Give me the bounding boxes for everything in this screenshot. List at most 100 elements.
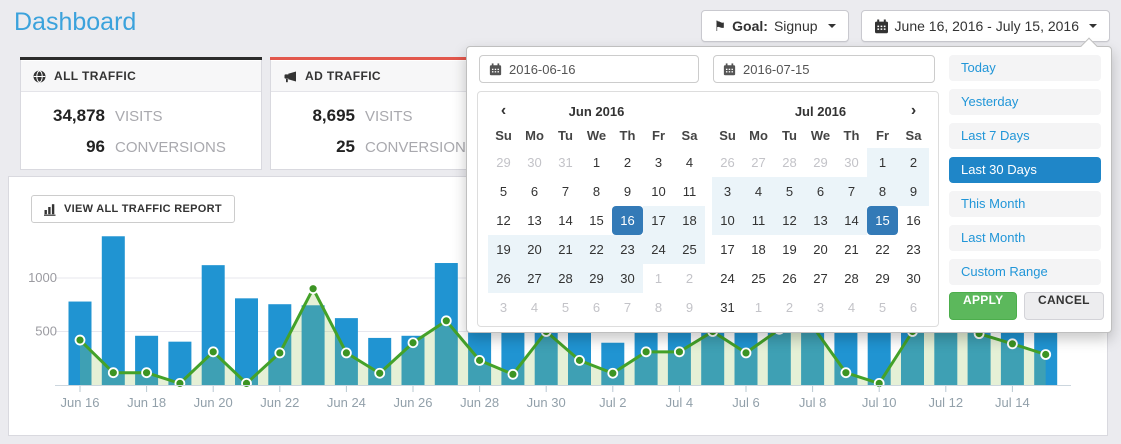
calendar-day[interactable]: 29 — [581, 264, 612, 293]
calendar-day[interactable]: 26 — [782, 271, 797, 286]
calendar-day[interactable]: 7 — [623, 300, 632, 315]
calendar-day[interactable]: 31 — [720, 300, 735, 315]
calendar-day[interactable]: 5 — [561, 300, 570, 315]
calendar-day[interactable]: 3 — [654, 155, 663, 170]
calendar-day[interactable]: 18 — [674, 206, 705, 235]
range-option-this-month[interactable]: This Month — [949, 191, 1101, 217]
calendar-day[interactable]: 14 — [836, 206, 867, 235]
calendar-day[interactable]: 30 — [906, 271, 921, 286]
calendar-day[interactable]: 30 — [844, 155, 859, 170]
calendar-day[interactable]: 4 — [685, 155, 694, 170]
calendar-day[interactable]: 27 — [519, 264, 550, 293]
calendar-day[interactable]: 26 — [488, 264, 519, 293]
calendar-day[interactable]: 11 — [743, 206, 774, 235]
calendar-day[interactable]: 30 — [612, 264, 643, 293]
calendar-day[interactable]: 22 — [581, 235, 612, 264]
calendar-day[interactable]: 3 — [816, 300, 825, 315]
calendar-day[interactable]: 7 — [561, 184, 570, 199]
calendar-day[interactable]: 29 — [813, 155, 828, 170]
calendar-day[interactable]: 9 — [685, 300, 694, 315]
calendar-day[interactable]: 6 — [530, 184, 539, 199]
calendar-day[interactable]: 3 — [499, 300, 508, 315]
calendar-day[interactable]: 5 — [499, 184, 508, 199]
calendar-day[interactable]: 23 — [906, 242, 921, 257]
calendar-day[interactable]: 1 — [754, 300, 763, 315]
calendar-day[interactable]: 1 — [654, 271, 663, 286]
calendar-day[interactable]: 19 — [782, 242, 797, 257]
calendar-day[interactable]: 18 — [751, 242, 766, 257]
calendar-day[interactable]: 25 — [751, 271, 766, 286]
range-option-last-30-days[interactable]: Last 30 Days — [949, 157, 1101, 183]
chevron-left-icon[interactable]: ‹ — [500, 102, 507, 119]
calendar-day[interactable]: 15 — [589, 213, 604, 228]
start-date-input[interactable]: 2016-06-16 — [479, 55, 699, 83]
range-option-last-7-days[interactable]: Last 7 Days — [949, 123, 1101, 149]
calendar-day[interactable]: 29 — [875, 271, 890, 286]
calendar-day[interactable]: 23 — [612, 235, 643, 264]
range-option-yesterday[interactable]: Yesterday — [949, 89, 1101, 115]
calendar-day[interactable]: 6 — [805, 177, 836, 206]
calendar-day[interactable]: 8 — [592, 184, 601, 199]
date-range-button[interactable]: June 16, 2016 - July 15, 2016 — [860, 10, 1110, 42]
range-option-today[interactable]: Today — [949, 55, 1101, 81]
calendar-day[interactable]: 6 — [909, 300, 918, 315]
calendar-day[interactable]: 13 — [527, 213, 542, 228]
calendar-day[interactable]: 20 — [813, 242, 828, 257]
calendar-day[interactable]: 17 — [720, 242, 735, 257]
range-option-last-month[interactable]: Last Month — [949, 225, 1101, 251]
calendar-day[interactable]: 17 — [643, 206, 674, 235]
calendar-day[interactable]: 4 — [743, 177, 774, 206]
calendar-day[interactable]: 13 — [805, 206, 836, 235]
calendar-day[interactable]: 11 — [682, 184, 697, 199]
calendar-day[interactable]: 12 — [774, 206, 805, 235]
chevron-right-icon[interactable]: › — [910, 102, 917, 119]
calendar-day-selected[interactable]: 15 — [867, 206, 898, 235]
calendar-day[interactable]: 19 — [488, 235, 519, 264]
calendar-day[interactable]: 28 — [782, 155, 797, 170]
calendar-day[interactable]: 9 — [898, 177, 929, 206]
calendar-day[interactable]: 12 — [496, 213, 511, 228]
calendar-day[interactable]: 2 — [685, 271, 694, 286]
calendar-day[interactable]: 27 — [751, 155, 766, 170]
calendar-day[interactable]: 20 — [519, 235, 550, 264]
calendar-day[interactable]: 4 — [530, 300, 539, 315]
calendar-day[interactable]: 2 — [623, 155, 632, 170]
calendar-day[interactable]: 24 — [643, 235, 674, 264]
calendar-day[interactable]: 2 — [898, 148, 929, 177]
range-option-custom-range[interactable]: Custom Range — [949, 259, 1101, 285]
calendar-day[interactable]: 28 — [550, 264, 581, 293]
calendar-day[interactable]: 24 — [720, 271, 735, 286]
goal-selector-button[interactable]: ⚑ Goal: Signup — [700, 10, 849, 42]
calendar-day[interactable]: 4 — [847, 300, 856, 315]
calendar-day[interactable]: 7 — [836, 177, 867, 206]
view-all-traffic-report-button[interactable]: VIEW ALL TRAFFIC REPORT — [31, 195, 235, 223]
calendar-day[interactable]: 21 — [844, 242, 859, 257]
calendar-day[interactable]: 1 — [867, 148, 898, 177]
end-date-input[interactable]: 2016-07-15 — [713, 55, 935, 83]
cancel-button[interactable]: CANCEL — [1024, 292, 1104, 320]
calendar-day[interactable]: 10 — [651, 184, 666, 199]
calendar-day[interactable]: 3 — [712, 177, 743, 206]
calendar-day[interactable]: 26 — [720, 155, 735, 170]
calendar-day[interactable]: 25 — [674, 235, 705, 264]
calendar-day[interactable]: 16 — [906, 213, 921, 228]
calendar-day[interactable]: 29 — [496, 155, 511, 170]
calendar-day[interactable]: 8 — [867, 177, 898, 206]
calendar-day[interactable]: 9 — [623, 184, 632, 199]
calendar-day[interactable]: 8 — [654, 300, 663, 315]
calendar-day[interactable]: 27 — [813, 271, 828, 286]
calendar-day[interactable]: 30 — [527, 155, 542, 170]
calendar-day[interactable]: 5 — [878, 300, 887, 315]
calendar-day[interactable]: 31 — [558, 155, 573, 170]
calendar-day[interactable]: 6 — [592, 300, 601, 315]
calendar-day[interactable]: 14 — [558, 213, 573, 228]
calendar-day[interactable]: 22 — [875, 242, 890, 257]
calendar-day[interactable]: 21 — [550, 235, 581, 264]
calendar-day[interactable]: 2 — [785, 300, 794, 315]
calendar-day[interactable]: 10 — [712, 206, 743, 235]
calendar-day[interactable]: 1 — [592, 155, 601, 170]
calendar-day[interactable]: 28 — [844, 271, 859, 286]
calendar-day[interactable]: 5 — [774, 177, 805, 206]
calendar-day-selected[interactable]: 16 — [612, 206, 643, 235]
apply-button[interactable]: APPLY — [949, 292, 1018, 320]
